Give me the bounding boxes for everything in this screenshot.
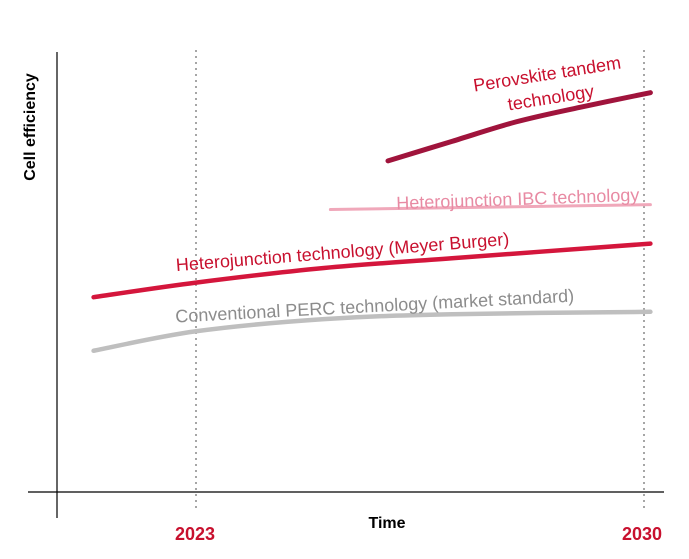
series-label-3: Conventional PERC technology (market sta…: [175, 286, 575, 327]
series-label-line: Conventional PERC technology (market sta…: [175, 286, 575, 327]
series-line-3: [91, 309, 653, 354]
series-label-0: Perovskite tandemtechnology: [472, 53, 626, 120]
series-label-line: Heterojunction IBC technology: [396, 185, 640, 213]
series-line-1: [328, 203, 652, 212]
y-axis-title: Cell efficiency: [22, 73, 39, 181]
x-axis-title: Time: [368, 515, 405, 532]
series-labels: Perovskite tandemtechnology Heterojunctio…: [175, 53, 640, 327]
series-lines: [91, 90, 653, 354]
series-line-2: [91, 241, 653, 300]
x-tick-label-2030: 2030: [622, 524, 662, 544]
series-label-1: Heterojunction IBC technology: [396, 185, 640, 213]
series-line-0: [385, 90, 653, 164]
x-tick-label-2023: 2023: [175, 524, 215, 544]
